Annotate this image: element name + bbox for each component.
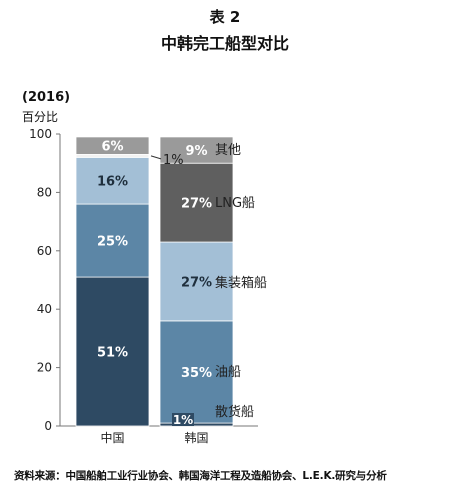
legend-label: LNG船 [215,196,255,211]
bar-segment-lng-korea [159,162,234,243]
bar-segment-bulk-korea [159,422,234,427]
chart-title: 表 2 [209,8,241,26]
y-tick-label: 60 [37,244,52,258]
data-label: 9% [185,144,207,159]
legend-label: 散货船 [215,404,254,420]
year-label: (2016) [22,90,71,105]
y-tick-label: 80 [37,185,52,199]
y-tick-label: 20 [37,361,52,375]
x-category-label: 韩国 [184,430,208,445]
x-category-label: 中国 [100,430,124,445]
callout-line [150,155,162,160]
bar-segment-bulk-china [75,276,150,427]
data-label: 25% [97,235,128,250]
data-label: 27% [181,197,212,212]
data-label: 16% [97,175,128,190]
bar-segment-lng-china [75,154,150,158]
bar-segment-other-korea [159,136,234,164]
legend-label: 其他 [215,143,241,158]
data-label: 6% [101,140,123,155]
legend-label: 集装箱船 [215,275,267,291]
y-tick-label: 0 [44,419,52,433]
y-tick-label: 100 [29,127,52,141]
data-label: 27% [181,275,212,290]
data-label: 1% [173,413,193,427]
bar-segment-other-china [75,136,150,155]
data-label: 51% [97,346,128,361]
data-label: 1% [163,153,184,168]
bar-segment-container-china [75,156,150,205]
korea-bulk-label-box [172,413,194,426]
unit-label: 百分比 [22,110,59,124]
source-note: 资料来源：中国船舶工业行业协会、韩国海洋工程及造船协会、L.E.K.研究与分析 [14,470,387,482]
legend-label: 油船 [215,365,241,380]
chart-subtitle: 中韩完工船型对比 [160,34,289,53]
bar-segment-oil-korea [159,320,234,424]
data-label: 35% [181,366,212,381]
y-tick-label: 40 [37,302,52,316]
